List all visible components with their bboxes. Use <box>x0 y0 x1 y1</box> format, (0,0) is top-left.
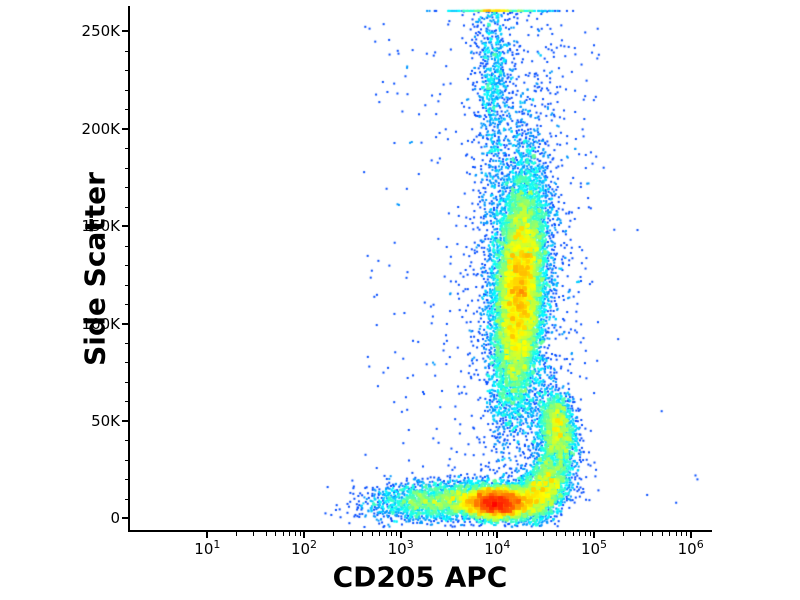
x-minor-tick <box>429 532 431 536</box>
x-tick-label: 102 <box>290 538 318 558</box>
x-minor-tick <box>371 532 373 536</box>
x-minor-tick <box>379 532 381 536</box>
x-minor-tick <box>333 532 335 536</box>
y-minor-tick <box>125 284 128 286</box>
y-tick-mark <box>122 322 128 325</box>
x-minor-tick <box>623 532 625 536</box>
x-minor-tick <box>652 532 654 536</box>
x-minor-tick <box>572 532 574 536</box>
y-minor-tick <box>125 206 128 208</box>
x-minor-tick <box>468 532 470 536</box>
x-minor-tick <box>236 532 238 536</box>
y-tick-label: 50K <box>91 411 120 430</box>
x-tick-label: 105 <box>580 538 608 558</box>
x-minor-tick <box>289 532 291 536</box>
x-tick-mark <box>689 532 692 538</box>
y-tick-label: 150K <box>81 217 120 236</box>
x-minor-tick <box>686 532 688 536</box>
x-axis-line <box>128 530 712 532</box>
x-minor-tick <box>589 532 591 536</box>
y-tick-mark <box>122 225 128 228</box>
x-minor-tick <box>555 532 557 536</box>
y-tick-mark <box>122 517 128 520</box>
x-minor-tick <box>458 532 460 536</box>
y-minor-tick <box>125 440 128 442</box>
x-minor-tick <box>640 532 642 536</box>
x-minor-tick <box>362 532 364 536</box>
x-minor-tick <box>475 532 477 536</box>
x-tick-label: 103 <box>387 538 414 558</box>
x-minor-tick <box>446 532 448 536</box>
x-minor-tick <box>265 532 267 536</box>
x-minor-tick <box>681 532 683 536</box>
y-tick-mark <box>122 419 128 422</box>
x-axis-title: CD205 APC <box>332 560 508 594</box>
x-tick-mark <box>399 532 402 538</box>
y-minor-tick <box>125 265 128 267</box>
y-minor-tick <box>125 381 128 383</box>
y-minor-tick <box>125 148 128 150</box>
y-minor-tick <box>125 245 128 247</box>
x-minor-tick <box>294 532 296 536</box>
x-minor-tick <box>396 532 398 536</box>
scatter-canvas <box>130 8 710 530</box>
x-minor-tick <box>492 532 494 536</box>
x-minor-tick <box>669 532 671 536</box>
x-minor-tick <box>543 532 545 536</box>
y-axis-line <box>128 6 130 532</box>
y-tick-mark <box>122 30 128 33</box>
y-minor-tick <box>125 70 128 72</box>
x-minor-tick <box>274 532 276 536</box>
y-tick-label: 250K <box>81 22 120 41</box>
x-tick-label: 106 <box>677 538 704 558</box>
y-minor-tick <box>125 89 128 91</box>
y-minor-tick <box>125 109 128 111</box>
y-minor-tick <box>125 50 128 52</box>
x-tick-mark <box>206 532 209 538</box>
x-minor-tick <box>584 532 586 536</box>
x-minor-tick <box>579 532 581 536</box>
x-tick-mark <box>593 532 595 538</box>
x-minor-tick <box>675 532 677 536</box>
y-minor-tick <box>125 343 128 344</box>
x-minor-tick <box>253 532 255 536</box>
y-minor-tick <box>125 362 128 364</box>
x-minor-tick <box>299 532 301 536</box>
x-minor-tick <box>391 532 393 536</box>
y-tick-label: 0 <box>110 509 120 528</box>
y-axis-title: Side Scatter <box>78 172 112 366</box>
y-minor-tick <box>125 479 128 481</box>
x-minor-tick <box>482 532 484 536</box>
y-tick-mark <box>122 127 128 130</box>
x-minor-tick <box>661 532 663 536</box>
x-tick-mark <box>303 532 305 538</box>
x-tick-label: 104 <box>484 538 511 558</box>
y-tick-label: 100K <box>81 314 120 333</box>
y-minor-tick <box>125 304 128 306</box>
y-minor-tick <box>125 167 128 169</box>
x-tick-mark <box>496 532 499 538</box>
x-minor-tick <box>526 532 528 536</box>
y-minor-tick <box>125 498 128 500</box>
x-minor-tick <box>487 532 489 536</box>
y-minor-tick <box>125 401 128 403</box>
x-minor-tick <box>564 532 566 536</box>
x-minor-tick <box>385 532 387 536</box>
y-minor-tick <box>125 459 128 461</box>
x-minor-tick <box>282 532 284 536</box>
x-minor-tick <box>350 532 352 536</box>
x-tick-label: 101 <box>194 538 221 558</box>
y-minor-tick <box>125 187 128 189</box>
y-tick-label: 200K <box>81 119 120 138</box>
